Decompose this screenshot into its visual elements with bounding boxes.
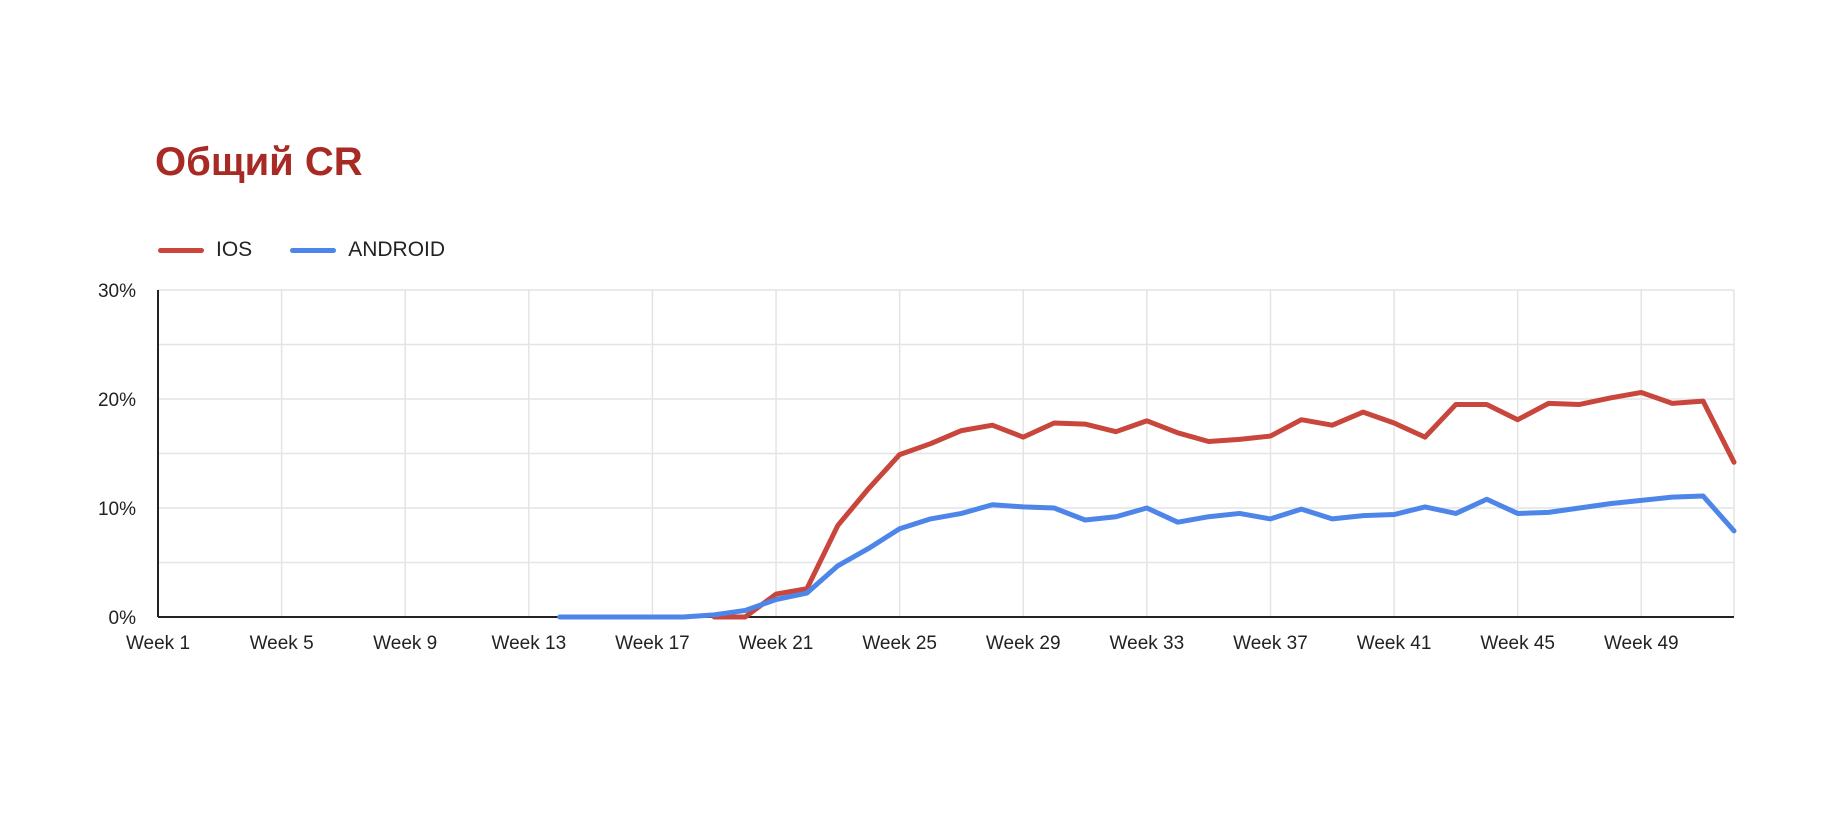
data-point-android[interactable]: Week 24: 6.3%	[865, 544, 873, 552]
data-point-ios[interactable]: Week 35: 16.1%	[1205, 438, 1213, 446]
data-point-android[interactable]: Week 21: 1.6%	[772, 596, 780, 604]
x-tick-label: Week 49	[1604, 633, 1679, 654]
data-point-ios[interactable]: Week 23: 8.4%	[834, 521, 842, 529]
x-tick-label: Week 25	[862, 633, 937, 654]
x-tick-label: Week 17	[615, 633, 690, 654]
data-point-ios[interactable]: Week 41: 17.8%	[1390, 419, 1398, 427]
data-point-ios[interactable]: Week 45: 18.1%	[1514, 416, 1522, 424]
legend-item-ios[interactable]: IOS	[158, 238, 252, 262]
data-point-android[interactable]: Week 39: 9%	[1328, 515, 1336, 523]
data-point-android[interactable]: Week 51: 11.1%	[1699, 492, 1707, 500]
data-point-android[interactable]: Week 35: 9.2%	[1205, 513, 1213, 521]
data-point-ios[interactable]: Week 29: 16.5%	[1019, 433, 1027, 441]
data-point-ios[interactable]: Week 31: 17.7%	[1081, 420, 1089, 428]
data-point-android[interactable]: Week 46: 9.6%	[1545, 508, 1553, 516]
data-point-ios[interactable]: Week 26: 15.9%	[927, 440, 935, 448]
data-point-android[interactable]: Week 33: 10%	[1143, 504, 1151, 512]
data-point-android[interactable]: Week 40: 9.3%	[1359, 512, 1367, 520]
data-point-android[interactable]: Week 44: 10.8%	[1483, 495, 1491, 503]
y-tick-label: 10%	[98, 499, 136, 520]
data-point-android[interactable]: Week 50: 11%	[1668, 493, 1676, 501]
data-point-android[interactable]: Week 52: 7.9%	[1730, 527, 1738, 535]
data-point-ios[interactable]: Week 42: 16.5%	[1421, 433, 1429, 441]
x-tick-label: Week 1	[126, 633, 190, 654]
data-point-android[interactable]: Week 38: 9.9%	[1297, 505, 1305, 513]
legend-swatch-android	[290, 247, 337, 253]
x-tick-label: Week 45	[1480, 633, 1555, 654]
data-point-ios[interactable]: Week 43: 19.5%	[1452, 400, 1460, 408]
x-tick-label: Week 13	[492, 633, 567, 654]
data-point-ios[interactable]: Week 52: 14.2%	[1730, 458, 1738, 466]
data-point-ios[interactable]: Week 40: 18.8%	[1359, 408, 1367, 416]
data-point-android[interactable]: Week 42: 10.1%	[1421, 503, 1429, 511]
data-point-android[interactable]: Week 41: 9.4%	[1390, 511, 1398, 519]
data-point-ios[interactable]: Week 51: 19.8%	[1699, 397, 1707, 405]
data-point-android[interactable]: Week 27: 9.5%	[957, 509, 965, 517]
data-point-android[interactable]: Week 26: 9%	[927, 515, 935, 523]
data-point-ios[interactable]: Week 48: 20.1%	[1606, 394, 1614, 402]
data-point-android[interactable]: Week 19: 0.2%	[710, 611, 718, 619]
x-tick-label: Week 29	[986, 633, 1061, 654]
data-point-ios[interactable]: Week 36: 16.3%	[1236, 435, 1244, 443]
data-point-android[interactable]: Week 43: 9.5%	[1452, 509, 1460, 517]
x-tick-label: Week 41	[1357, 633, 1432, 654]
y-tick-label: 20%	[98, 390, 136, 411]
data-point-ios[interactable]: Week 39: 17.6%	[1328, 421, 1336, 429]
x-tick-label: Week 37	[1233, 633, 1308, 654]
data-point-android[interactable]: Week 37: 9%	[1266, 515, 1274, 523]
y-tick-label: 0%	[109, 608, 137, 629]
data-point-ios[interactable]: Week 49: 20.6%	[1637, 388, 1645, 396]
data-point-android[interactable]: Week 32: 9.2%	[1112, 513, 1120, 521]
data-point-ios[interactable]: Week 27: 17.1%	[957, 427, 965, 435]
data-point-ios[interactable]: Week 46: 19.6%	[1545, 399, 1553, 407]
data-point-ios[interactable]: Week 32: 17%	[1112, 428, 1120, 436]
legend-item-android[interactable]: ANDROID	[290, 238, 445, 262]
data-point-android[interactable]: Week 48: 10.4%	[1606, 500, 1614, 508]
data-point-ios[interactable]: Week 37: 16.6%	[1266, 432, 1274, 440]
x-tick-label: Week 33	[1110, 633, 1185, 654]
data-point-android[interactable]: Week 28: 10.3%	[988, 501, 996, 509]
data-point-android[interactable]: Week 16: 0%	[618, 613, 626, 621]
legend-swatch-ios	[158, 247, 204, 253]
x-tick-label: Week 9	[373, 633, 437, 654]
data-point-android[interactable]: Week 30: 10%	[1050, 504, 1058, 512]
data-point-ios[interactable]: Week 50: 19.6%	[1668, 399, 1676, 407]
data-point-ios[interactable]: Week 38: 18.1%	[1297, 416, 1305, 424]
data-point-android[interactable]: Week 31: 8.9%	[1081, 516, 1089, 524]
data-point-ios[interactable]: Week 33: 18%	[1143, 417, 1151, 425]
series-line-android	[557, 493, 1737, 620]
data-point-android[interactable]: Week 45: 9.5%	[1514, 509, 1522, 517]
data-point-android[interactable]: Week 17: 0%	[648, 613, 656, 621]
data-point-android[interactable]: Week 14: 0%	[556, 613, 564, 621]
data-point-android[interactable]: Week 49: 10.7%	[1637, 496, 1645, 504]
data-point-ios[interactable]: Week 28: 17.6%	[988, 421, 996, 429]
data-point-android[interactable]: Week 25: 8.1%	[896, 525, 904, 533]
data-point-ios[interactable]: Week 44: 19.5%	[1483, 400, 1491, 408]
data-point-android[interactable]: Week 36: 9.5%	[1236, 509, 1244, 517]
data-point-android[interactable]: Week 22: 2.2%	[803, 589, 811, 597]
data-point-android[interactable]: Week 29: 10.1%	[1019, 503, 1027, 511]
data-point-ios[interactable]: Week 24: 11.8%	[865, 484, 873, 492]
chart-legend: IOS ANDROID	[158, 238, 483, 262]
data-point-android[interactable]: Week 15: 0%	[587, 613, 595, 621]
data-point-android[interactable]: Week 23: 4.7%	[834, 562, 842, 570]
legend-label-ios: IOS	[216, 238, 253, 261]
data-point-ios[interactable]: Week 34: 16.9%	[1174, 429, 1182, 437]
data-point-android[interactable]: Week 18: 0%	[679, 613, 687, 621]
data-point-android[interactable]: Week 20: 0.6%	[741, 606, 749, 614]
data-point-ios[interactable]: Week 30: 17.8%	[1050, 419, 1058, 427]
data-point-ios[interactable]: Week 47: 19.5%	[1575, 400, 1583, 408]
x-tick-label: Week 5	[250, 633, 314, 654]
data-point-android[interactable]: Week 47: 10%	[1575, 504, 1583, 512]
legend-label-android: ANDROID	[348, 238, 446, 261]
data-point-android[interactable]: Week 34: 8.7%	[1174, 518, 1182, 526]
y-tick-label: 30%	[98, 281, 136, 302]
x-tick-label: Week 21	[739, 633, 814, 654]
data-point-ios[interactable]: Week 25: 14.9%	[896, 451, 904, 459]
chart-title: Общий CR	[155, 140, 363, 184]
series-line-ios	[711, 389, 1737, 620]
